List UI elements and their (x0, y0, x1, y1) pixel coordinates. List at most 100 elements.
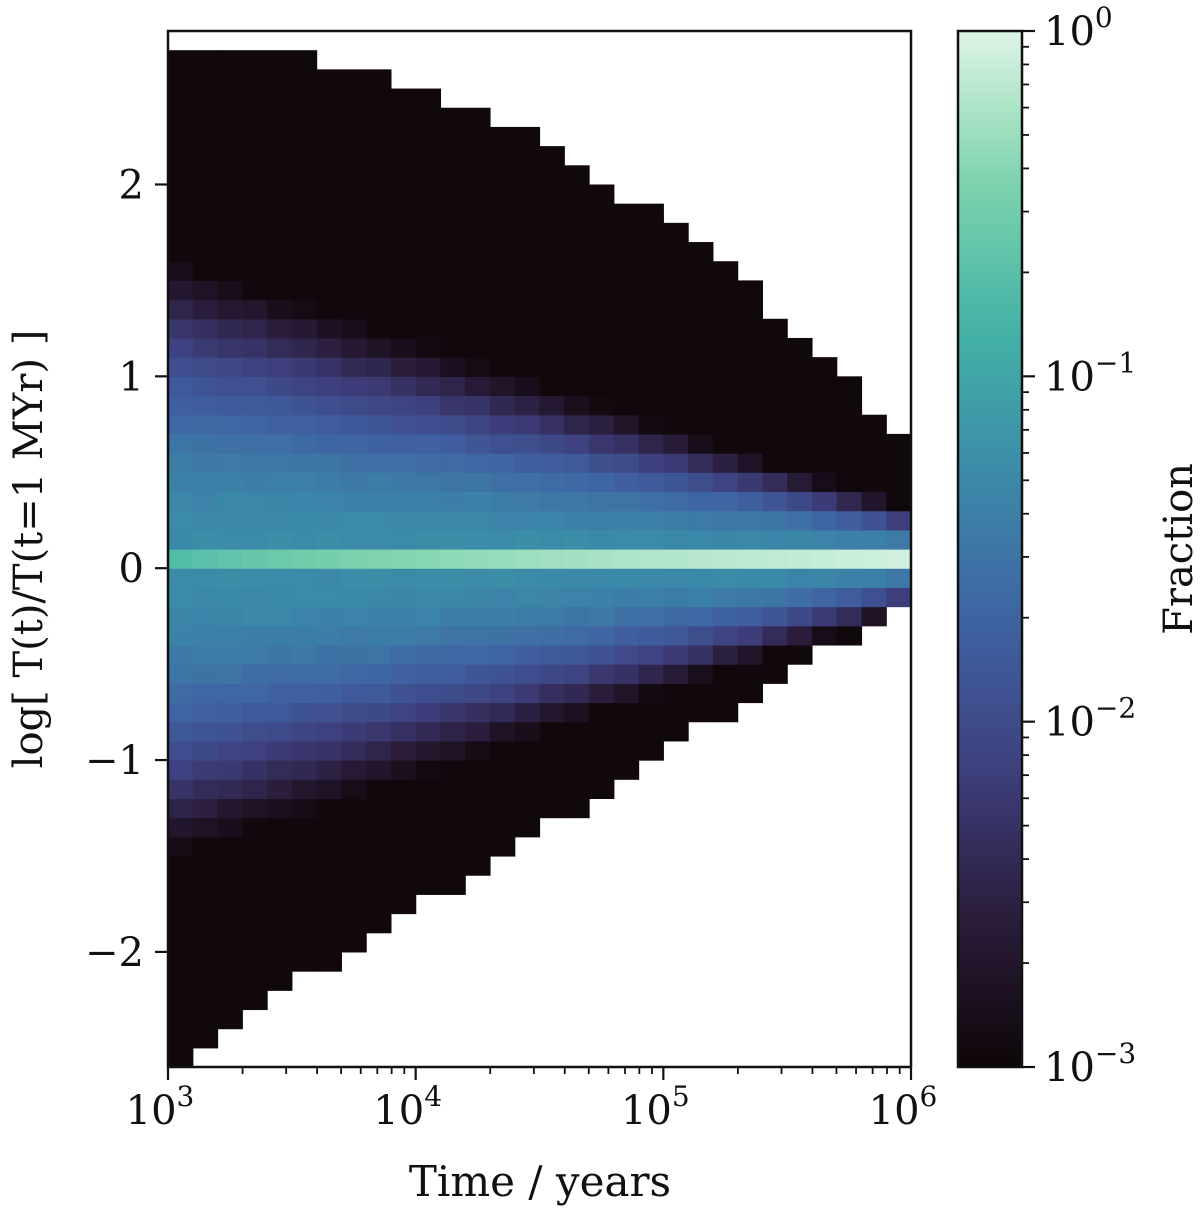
heatmap-cell (737, 395, 763, 416)
heatmap-cell (663, 683, 689, 704)
heatmap-cell (613, 472, 640, 493)
heatmap-cell (688, 261, 714, 282)
heatmap-cell (168, 779, 194, 800)
heatmap-cell (366, 318, 392, 339)
heatmap-cell (291, 433, 318, 454)
heatmap-cell (291, 855, 318, 876)
heatmap-cell (291, 644, 318, 665)
heatmap-cell (192, 337, 219, 358)
heatmap-cell (489, 261, 516, 282)
heatmap-cell (638, 702, 664, 723)
heatmap-cell (291, 242, 318, 262)
heatmap-cell (539, 242, 565, 262)
heatmap-cell (638, 529, 664, 550)
heatmap-cell (242, 472, 268, 493)
heatmap-cell (390, 875, 417, 895)
heatmap-cell (192, 165, 219, 186)
heatmap-cell (316, 146, 342, 166)
heatmap-cell (415, 318, 442, 339)
heatmap-cell (192, 510, 219, 531)
heatmap-cell (168, 836, 194, 857)
heatmap-cell (638, 644, 664, 665)
heatmap-cell (688, 606, 714, 627)
heatmap-cell (861, 529, 887, 550)
heatmap-cell (217, 318, 243, 339)
heatmap-cell (291, 50, 318, 70)
heatmap-cell (712, 625, 739, 646)
heatmap-cell (489, 165, 516, 186)
heatmap-cell (737, 644, 763, 665)
heatmap-cell (366, 126, 392, 147)
heatmap-cell (217, 50, 243, 70)
heatmap-cell (192, 798, 219, 819)
heatmap-cell (192, 376, 219, 397)
heatmap-cell (564, 510, 590, 531)
heatmap-cell (712, 433, 739, 454)
heatmap-cell (712, 568, 739, 588)
heatmap-cell (341, 817, 367, 838)
heatmap-cell (564, 760, 590, 780)
heatmap-cell (267, 951, 293, 972)
heatmap-cell (712, 702, 739, 723)
heatmap-cell (390, 587, 417, 608)
heatmap-cell (415, 836, 442, 857)
heatmap-cell (192, 203, 219, 224)
heatmap-cell (316, 433, 342, 454)
x-axis-label: Time / years (409, 1157, 671, 1206)
heatmap-cell (737, 510, 763, 531)
heatmap-cell (440, 453, 466, 473)
x-tick-label: 105 (621, 1080, 690, 1134)
x-tick-label: 103 (126, 1080, 195, 1134)
heatmap-cell (242, 606, 268, 627)
heatmap-cell (762, 357, 788, 377)
heatmap-cell (390, 126, 417, 147)
heatmap-cell (811, 395, 838, 416)
heatmap-cell (613, 203, 640, 224)
heatmap-cell (242, 932, 268, 953)
heatmap-cell (291, 798, 318, 819)
heatmap-cell (489, 798, 516, 819)
heatmap-cell (217, 529, 243, 550)
heatmap-cell (366, 587, 392, 608)
heatmap-cell (836, 529, 863, 550)
heatmap-cell (291, 69, 318, 90)
heatmap-cell (168, 529, 194, 550)
heatmap-cell (489, 740, 516, 761)
heatmap-cell (316, 702, 342, 723)
heatmap-cell (688, 510, 714, 531)
heatmap-cell (390, 376, 417, 397)
heatmap-cell (192, 683, 219, 704)
heatmap-cell (589, 702, 615, 723)
heatmap-cell (688, 683, 714, 704)
heatmap-cell (589, 472, 615, 493)
heatmap-cell (366, 606, 392, 627)
heatmap-cell (762, 644, 788, 665)
heatmap-cell (366, 702, 392, 723)
heatmap-cell (638, 510, 664, 531)
heatmap-cell (291, 453, 318, 473)
heatmap-cell (811, 529, 838, 550)
heatmap-cell (836, 433, 863, 454)
heatmap-cell (613, 568, 640, 588)
heatmap-cell (217, 299, 243, 320)
heatmap-cell (489, 491, 516, 512)
heatmap-cell (663, 414, 689, 435)
heatmap-cell (192, 50, 219, 70)
heatmap-cell (415, 798, 442, 819)
heatmap-cell (267, 760, 293, 780)
heatmap-cell (663, 549, 689, 569)
heatmap-cell (564, 549, 590, 569)
heatmap-cell (316, 855, 342, 876)
heatmap-cell (440, 798, 466, 819)
heatmap-cell (316, 414, 342, 435)
heatmap-cell (291, 491, 318, 512)
heatmap-cell (390, 894, 417, 915)
heatmap-cell (415, 203, 442, 224)
heatmap-cell (341, 932, 367, 953)
heatmap-cell (316, 337, 342, 358)
heatmap-cell (737, 453, 763, 473)
heatmap-cell (316, 261, 342, 282)
heatmap-cell (663, 318, 689, 339)
heatmap-cell (168, 184, 194, 205)
heatmap-cell (440, 664, 466, 684)
